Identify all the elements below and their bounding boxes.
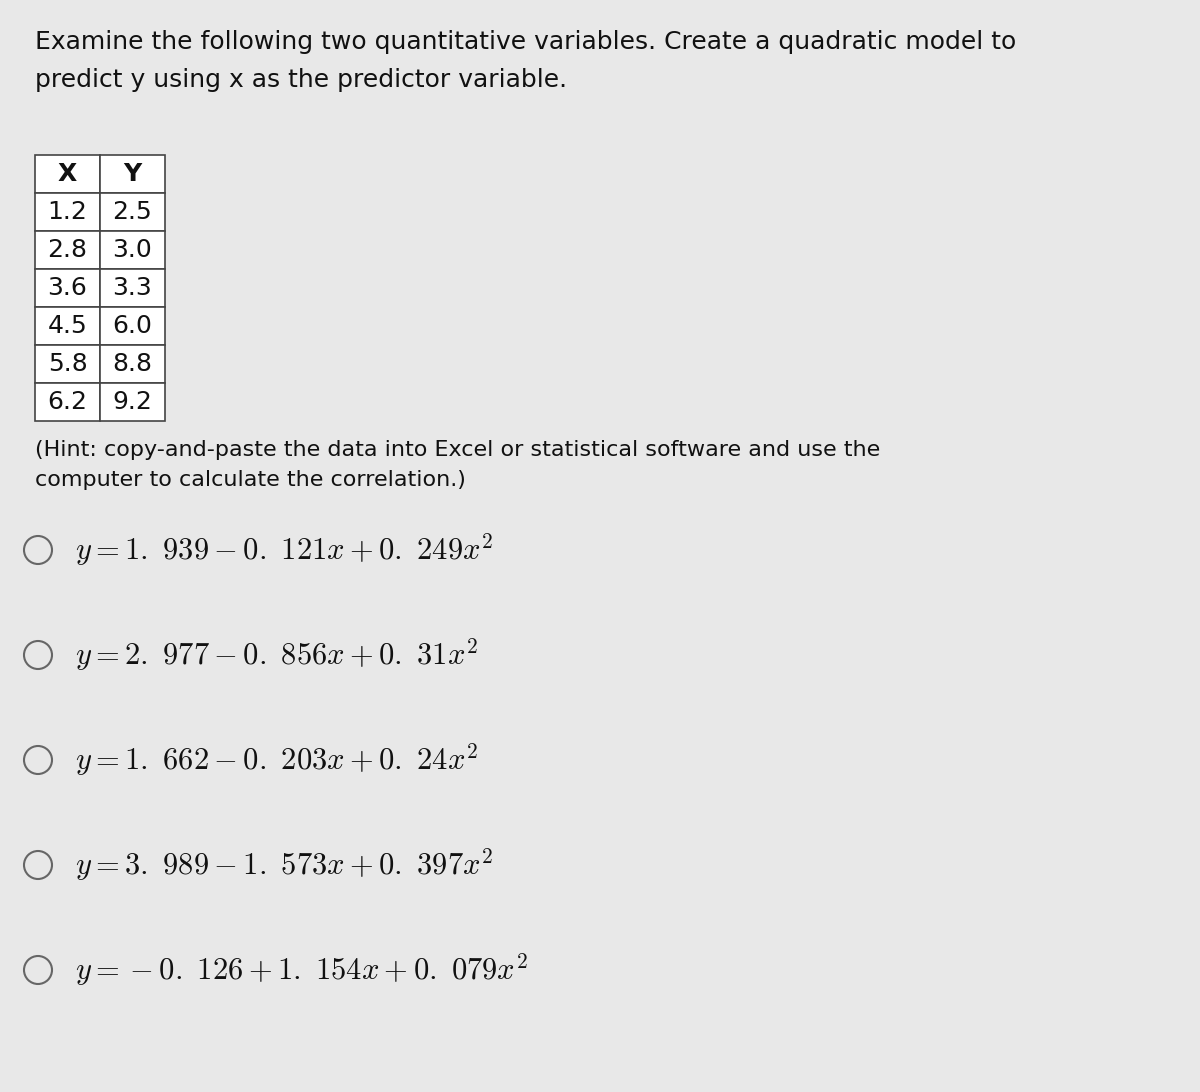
FancyBboxPatch shape (100, 383, 166, 422)
Text: 1.2: 1.2 (48, 200, 88, 224)
FancyBboxPatch shape (100, 232, 166, 269)
Text: $y = 1.\ 662 - 0.\ 203x + 0.\ 24x^2$: $y = 1.\ 662 - 0.\ 203x + 0.\ 24x^2$ (74, 741, 479, 779)
Text: 5.8: 5.8 (48, 352, 88, 376)
FancyBboxPatch shape (35, 269, 100, 307)
Text: $y = -0.\ 126 + 1.\ 154x + 0.\ 079x^2$: $y = -0.\ 126 + 1.\ 154x + 0.\ 079x^2$ (74, 951, 528, 988)
Text: $y = 1.\ 939 - 0.\ 121x + 0.\ 249x^2$: $y = 1.\ 939 - 0.\ 121x + 0.\ 249x^2$ (74, 532, 493, 569)
Text: 3.0: 3.0 (113, 238, 152, 262)
Text: predict y using x as the predictor variable.: predict y using x as the predictor varia… (35, 68, 568, 92)
FancyBboxPatch shape (35, 232, 100, 269)
Text: 3.6: 3.6 (48, 276, 88, 300)
Text: 2.8: 2.8 (48, 238, 88, 262)
Circle shape (24, 641, 52, 669)
Text: 3.3: 3.3 (113, 276, 152, 300)
Text: Y: Y (124, 162, 142, 186)
Circle shape (24, 851, 52, 879)
Text: 4.5: 4.5 (48, 314, 88, 339)
FancyBboxPatch shape (35, 307, 100, 345)
Circle shape (24, 536, 52, 563)
FancyBboxPatch shape (100, 155, 166, 193)
FancyBboxPatch shape (35, 155, 100, 193)
FancyBboxPatch shape (35, 345, 100, 383)
Text: (Hint: copy-and-paste the data into Excel or statistical software and use the: (Hint: copy-and-paste the data into Exce… (35, 440, 881, 460)
Circle shape (24, 956, 52, 984)
Text: X: X (58, 162, 77, 186)
FancyBboxPatch shape (100, 193, 166, 232)
Text: Examine the following two quantitative variables. Create a quadratic model to: Examine the following two quantitative v… (35, 29, 1016, 54)
Circle shape (24, 746, 52, 774)
Text: 6.2: 6.2 (48, 390, 88, 414)
Text: $y = 2.\ 977 - 0.\ 856x + 0.\ 31x^2$: $y = 2.\ 977 - 0.\ 856x + 0.\ 31x^2$ (74, 637, 479, 674)
FancyBboxPatch shape (100, 307, 166, 345)
Text: 2.5: 2.5 (113, 200, 152, 224)
FancyBboxPatch shape (35, 193, 100, 232)
Text: 9.2: 9.2 (113, 390, 152, 414)
Text: computer to calculate the correlation.): computer to calculate the correlation.) (35, 470, 466, 490)
FancyBboxPatch shape (100, 345, 166, 383)
Text: $y = 3.\ 989 - 1.\ 573x + 0.\ 397x^2$: $y = 3.\ 989 - 1.\ 573x + 0.\ 397x^2$ (74, 846, 493, 883)
Text: 6.0: 6.0 (113, 314, 152, 339)
Text: 8.8: 8.8 (113, 352, 152, 376)
FancyBboxPatch shape (35, 383, 100, 422)
FancyBboxPatch shape (100, 269, 166, 307)
